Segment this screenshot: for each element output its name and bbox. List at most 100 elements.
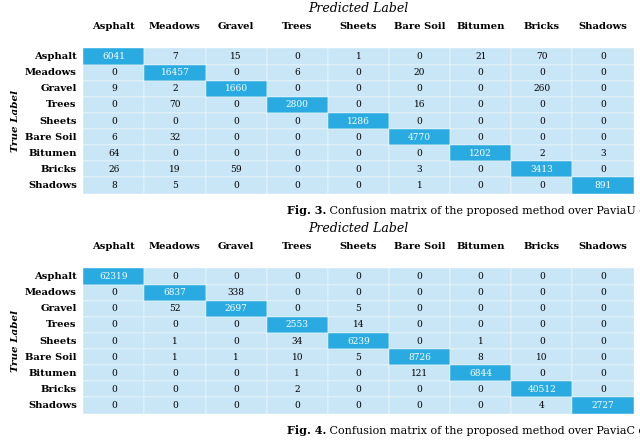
Text: 0: 0 xyxy=(356,165,361,174)
FancyBboxPatch shape xyxy=(145,81,205,97)
Text: 15: 15 xyxy=(230,52,242,61)
FancyBboxPatch shape xyxy=(328,285,389,301)
Text: 10: 10 xyxy=(536,352,548,362)
Text: 1202: 1202 xyxy=(469,149,492,158)
FancyBboxPatch shape xyxy=(511,145,572,161)
Text: 0: 0 xyxy=(233,181,239,190)
FancyBboxPatch shape xyxy=(205,268,267,285)
FancyBboxPatch shape xyxy=(328,365,389,381)
Text: 0: 0 xyxy=(111,337,116,345)
Text: 0: 0 xyxy=(478,320,484,330)
Text: 16: 16 xyxy=(414,100,426,110)
Text: 0: 0 xyxy=(600,352,606,362)
Text: 2: 2 xyxy=(172,84,178,93)
Text: 10: 10 xyxy=(291,352,303,362)
Text: Bare Soil: Bare Soil xyxy=(26,352,77,362)
Text: 0: 0 xyxy=(111,68,116,77)
FancyBboxPatch shape xyxy=(450,365,511,381)
FancyBboxPatch shape xyxy=(267,161,328,177)
Text: 1: 1 xyxy=(172,337,178,345)
FancyBboxPatch shape xyxy=(328,333,389,349)
Text: 0: 0 xyxy=(172,401,178,410)
Text: 0: 0 xyxy=(111,320,116,330)
FancyBboxPatch shape xyxy=(83,113,145,129)
FancyBboxPatch shape xyxy=(389,97,450,113)
FancyBboxPatch shape xyxy=(450,397,511,414)
Text: 0: 0 xyxy=(294,288,300,297)
FancyBboxPatch shape xyxy=(83,177,145,194)
Text: 0: 0 xyxy=(417,337,422,345)
Text: Bricks: Bricks xyxy=(524,242,560,251)
FancyBboxPatch shape xyxy=(572,48,634,65)
Text: 70: 70 xyxy=(169,100,180,110)
Text: 5: 5 xyxy=(355,352,362,362)
Text: 0: 0 xyxy=(172,385,178,394)
Text: Sheets: Sheets xyxy=(340,242,377,251)
Text: Predicted Label: Predicted Label xyxy=(308,2,408,15)
FancyBboxPatch shape xyxy=(328,65,389,81)
Text: 0: 0 xyxy=(356,401,361,410)
FancyBboxPatch shape xyxy=(389,317,450,333)
Text: 20: 20 xyxy=(414,68,425,77)
FancyBboxPatch shape xyxy=(267,48,328,65)
Text: Asphalt: Asphalt xyxy=(92,22,135,31)
FancyBboxPatch shape xyxy=(572,129,634,145)
FancyBboxPatch shape xyxy=(83,268,145,285)
FancyBboxPatch shape xyxy=(328,268,389,285)
Text: 0: 0 xyxy=(478,117,484,125)
FancyBboxPatch shape xyxy=(572,301,634,317)
Text: 6041: 6041 xyxy=(102,52,125,61)
Text: 0: 0 xyxy=(356,149,361,158)
Text: 2800: 2800 xyxy=(286,100,308,110)
Text: 0: 0 xyxy=(600,100,606,110)
Text: 34: 34 xyxy=(292,337,303,345)
Text: 26: 26 xyxy=(108,165,120,174)
Text: 0: 0 xyxy=(172,320,178,330)
FancyBboxPatch shape xyxy=(572,65,634,81)
Text: 0: 0 xyxy=(417,272,422,281)
FancyBboxPatch shape xyxy=(83,285,145,301)
Text: True Label: True Label xyxy=(12,310,20,372)
FancyBboxPatch shape xyxy=(145,113,205,129)
FancyBboxPatch shape xyxy=(145,65,205,81)
Text: 0: 0 xyxy=(600,304,606,313)
FancyBboxPatch shape xyxy=(83,97,145,113)
Text: Trees: Trees xyxy=(46,320,77,330)
FancyBboxPatch shape xyxy=(267,65,328,81)
Text: 5: 5 xyxy=(172,181,178,190)
FancyBboxPatch shape xyxy=(205,349,267,365)
Text: Shadows: Shadows xyxy=(579,22,627,31)
FancyBboxPatch shape xyxy=(83,317,145,333)
FancyBboxPatch shape xyxy=(450,349,511,365)
Text: 0: 0 xyxy=(478,272,484,281)
Text: 8726: 8726 xyxy=(408,352,431,362)
Text: 0: 0 xyxy=(356,272,361,281)
FancyBboxPatch shape xyxy=(450,301,511,317)
FancyBboxPatch shape xyxy=(572,365,634,381)
Text: 4: 4 xyxy=(539,401,545,410)
Text: 0: 0 xyxy=(600,52,606,61)
FancyBboxPatch shape xyxy=(267,285,328,301)
FancyBboxPatch shape xyxy=(83,48,145,65)
FancyBboxPatch shape xyxy=(83,145,145,161)
FancyBboxPatch shape xyxy=(572,177,634,194)
Text: 6: 6 xyxy=(294,68,300,77)
FancyBboxPatch shape xyxy=(328,177,389,194)
FancyBboxPatch shape xyxy=(572,113,634,129)
FancyBboxPatch shape xyxy=(267,317,328,333)
Text: Shadows: Shadows xyxy=(579,242,627,251)
Text: 0: 0 xyxy=(356,369,361,378)
Text: Bricks: Bricks xyxy=(41,165,77,174)
Text: 0: 0 xyxy=(539,117,545,125)
Text: 0: 0 xyxy=(294,181,300,190)
Text: Sheets: Sheets xyxy=(340,22,377,31)
Text: Fig. 3.: Fig. 3. xyxy=(287,205,326,216)
Text: Trees: Trees xyxy=(282,22,312,31)
Text: 0: 0 xyxy=(600,84,606,93)
Text: 40512: 40512 xyxy=(527,385,556,394)
Text: 0: 0 xyxy=(233,132,239,142)
FancyBboxPatch shape xyxy=(205,48,267,65)
Text: 0: 0 xyxy=(417,52,422,61)
FancyBboxPatch shape xyxy=(389,285,450,301)
FancyBboxPatch shape xyxy=(572,317,634,333)
